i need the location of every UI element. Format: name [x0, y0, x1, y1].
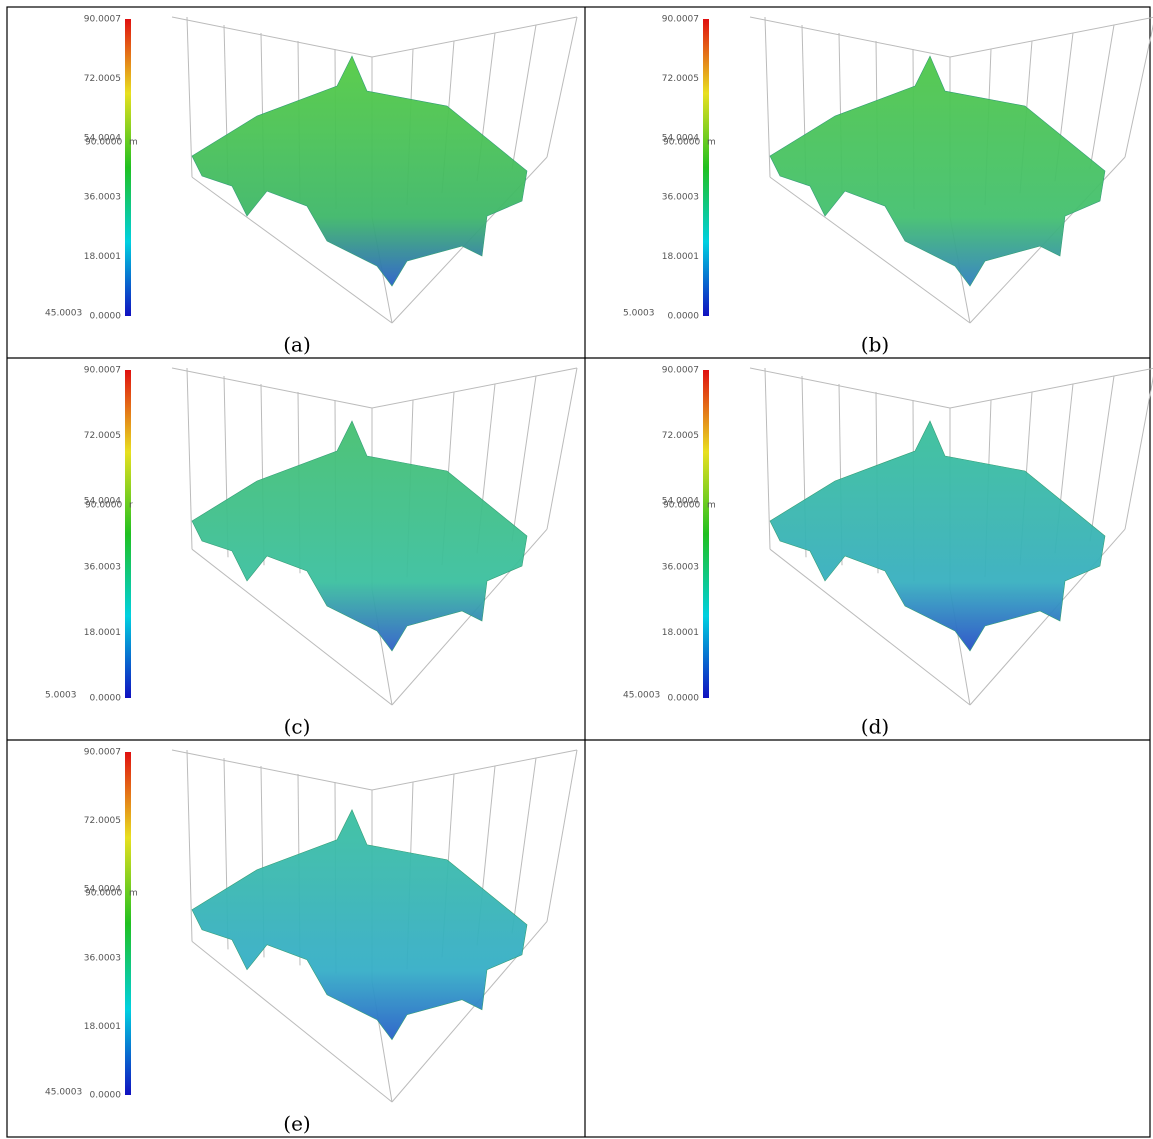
colorbar-tick-label: 72.0005	[662, 74, 699, 84]
colorbar-tick-label: 0.0000	[90, 312, 122, 322]
colorbar-tick-label: 18.0001	[84, 252, 121, 262]
wire	[371, 367, 578, 409]
wire	[191, 941, 393, 1103]
unit-label: m	[707, 137, 716, 147]
colorbar-tick-label: 18.0001	[84, 1022, 121, 1032]
caption: (b)	[861, 333, 889, 357]
unit-label: m	[707, 501, 716, 511]
caption: (a)	[283, 333, 311, 357]
surface	[769, 55, 1106, 287]
colorbar-tick-label: 0.0000	[668, 312, 700, 322]
overlap-label: 90.0000	[85, 501, 122, 511]
colorbar-tick-label: 36.0003	[662, 193, 699, 203]
overlap-label: 5.0003	[623, 309, 655, 319]
wire	[171, 367, 373, 409]
colorbar-tick-label: 72.0005	[662, 431, 699, 441]
colorbar	[125, 19, 131, 316]
colorbar-tick-label: 54.0004	[662, 133, 699, 143]
unit-label: r	[129, 501, 133, 511]
panel: 90.0007 72.0005 54.0004 36.0003 18.0001 0.000…	[45, 15, 578, 357]
wire	[186, 367, 193, 550]
table-border	[6, 6, 1151, 1138]
colorbar-tick-label: 72.0005	[84, 431, 121, 441]
overlap-label: 90.0000	[663, 137, 700, 147]
overlap-label: 45.0003	[45, 1088, 82, 1098]
overlap-label: 90.0000	[663, 501, 700, 511]
overlap-label: 5.0003	[45, 691, 77, 701]
wire	[371, 16, 578, 58]
colorbar-tick-label: 18.0001	[662, 252, 699, 262]
colorbar-tick-label: 0.0000	[90, 694, 122, 704]
wire	[546, 367, 578, 530]
wire	[1089, 24, 1115, 170]
wire	[186, 16, 193, 178]
colorbar-tick-label: 18.0001	[84, 628, 121, 638]
wire	[371, 749, 578, 791]
wire	[764, 16, 771, 178]
overlap-label: 90.0000	[85, 889, 122, 899]
wire	[949, 367, 1153, 409]
wire	[186, 749, 193, 942]
colorbar-tick-label: 0.0000	[90, 1091, 122, 1101]
colorbar-tick-label: 54.0004	[84, 497, 121, 507]
colorbar	[703, 19, 709, 316]
colorbar-tick-label: 90.0007	[84, 15, 121, 25]
colorbar-tick-label: 54.0004	[84, 885, 121, 895]
colorbar-tick-label: 90.0007	[662, 15, 699, 25]
surface	[191, 420, 528, 652]
colorbar-tick-label: 90.0007	[662, 366, 699, 376]
caption: (e)	[283, 1112, 310, 1136]
wire	[511, 757, 537, 934]
wire	[191, 548, 393, 706]
wire	[511, 24, 537, 170]
panel: 90.0007 72.0005 54.0004 36.0003 18.0001 0.000…	[45, 748, 578, 1136]
colorbar-tick-label: 54.0004	[662, 497, 699, 507]
caption: (c)	[284, 715, 311, 739]
colorbar-tick-label: 36.0003	[84, 562, 121, 572]
wire	[749, 367, 951, 409]
caption: (d)	[861, 715, 889, 739]
wire	[1124, 23, 1153, 158]
table-borders	[6, 6, 1151, 1138]
overlap-label: 90.0000	[85, 137, 122, 147]
wire	[511, 375, 537, 542]
wire	[191, 176, 393, 324]
colorbar-tick-label: 90.0007	[84, 366, 121, 376]
wire	[949, 16, 1153, 58]
wire	[1124, 376, 1153, 530]
colorbar-tick-label: 0.0000	[668, 694, 700, 704]
surface	[769, 420, 1106, 652]
wire	[546, 749, 578, 922]
colorbar-tick-label: 36.0003	[662, 562, 699, 572]
wire	[171, 16, 373, 58]
panel: 90.0007 72.0005 54.0004 36.0003 18.0001 0.000…	[45, 366, 578, 739]
colorbar-tick-label: 18.0001	[662, 628, 699, 638]
wire	[171, 749, 373, 791]
wire	[769, 176, 971, 324]
colorbar-tick-label: 54.0004	[84, 133, 121, 143]
surface	[191, 809, 528, 1041]
colorbar	[125, 752, 131, 1095]
colorbar-tick-label: 72.0005	[84, 74, 121, 84]
surface	[191, 55, 528, 287]
unit-label: m	[129, 137, 138, 147]
panel: 90.0007 72.0005 54.0004 36.0003 18.0001 0.000…	[623, 15, 1153, 357]
colorbar	[703, 370, 709, 698]
wire	[769, 548, 971, 706]
panel: 90.0007 72.0005 54.0004 36.0003 18.0001 0.000…	[623, 366, 1153, 739]
overlap-label: 45.0003	[623, 691, 660, 701]
wire	[764, 367, 771, 550]
wire	[546, 16, 578, 158]
colorbar-tick-label: 72.0005	[84, 816, 121, 826]
colorbar-tick-label: 90.0007	[84, 748, 121, 758]
colorbar-tick-label: 36.0003	[84, 953, 121, 963]
unit-label: m	[129, 889, 138, 899]
wire	[1089, 375, 1115, 542]
wire	[749, 16, 951, 58]
overlap-label: 45.0003	[45, 309, 82, 319]
colorbar	[125, 370, 131, 698]
colorbar-tick-label: 36.0003	[84, 193, 121, 203]
